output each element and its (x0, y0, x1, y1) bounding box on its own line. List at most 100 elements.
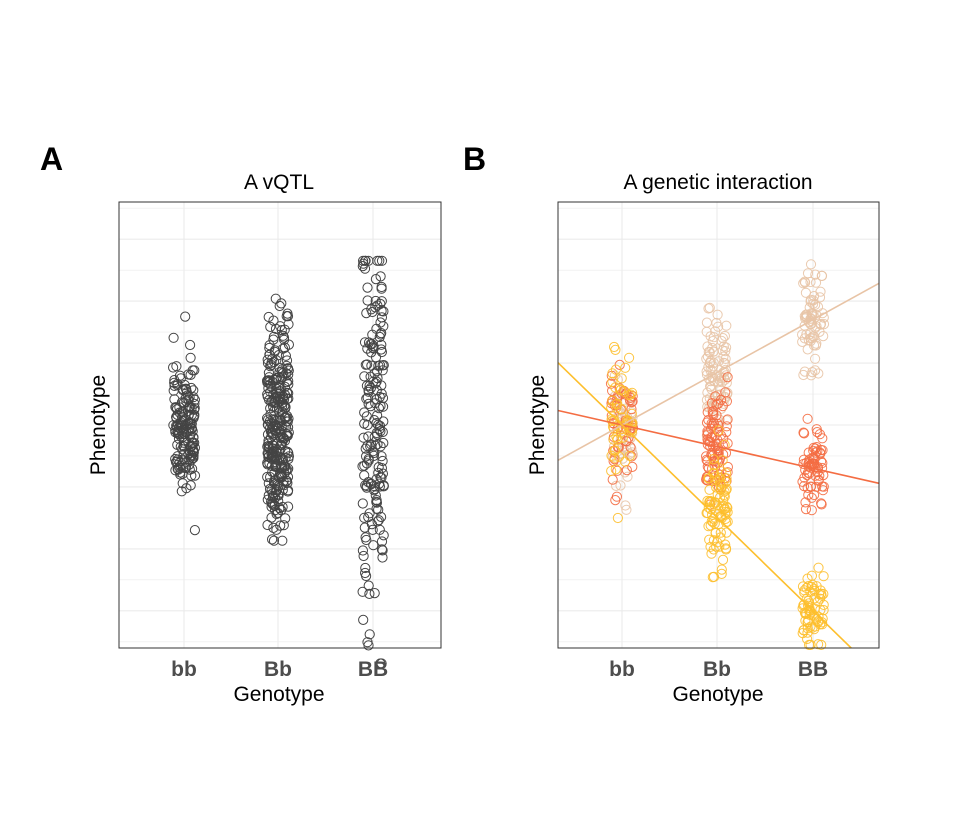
point-Bb (274, 388, 285, 399)
point-BB (357, 586, 368, 597)
point-Bb (268, 535, 280, 546)
point-BB (801, 312, 812, 323)
point-Bb (266, 447, 277, 459)
point-BB (813, 474, 824, 485)
point-Bb (715, 484, 727, 495)
point-Bb (720, 513, 731, 525)
panel-a-points (168, 255, 389, 669)
point-BB (814, 292, 826, 303)
point-Bb (267, 534, 278, 545)
point-bb (189, 525, 200, 536)
panel-a-title: A vQTL (244, 171, 314, 194)
point-bb (177, 412, 188, 423)
point-Bb (719, 366, 730, 378)
point-BB (365, 478, 376, 489)
point-BB (373, 504, 384, 515)
point-Bb (271, 373, 282, 384)
point-bb (611, 431, 622, 443)
point-bb (188, 432, 199, 443)
point-Bb (266, 496, 277, 507)
point-BB (370, 295, 381, 307)
point-bb (185, 442, 196, 453)
point-BB (361, 380, 372, 391)
point-BB (812, 446, 823, 457)
point-Bb (274, 367, 285, 378)
point-Bb (714, 541, 725, 552)
point-Bb (262, 391, 273, 402)
point-BB (803, 489, 814, 500)
trend-line-series_gold (557, 362, 852, 649)
point-Bb (721, 421, 732, 432)
point-Bb (283, 375, 294, 387)
point-BB (359, 337, 371, 348)
point-BB (377, 455, 388, 467)
point-bb (183, 418, 194, 429)
point-bb (616, 373, 627, 384)
point-BB (812, 301, 824, 312)
panel-b-tick-bb: bb (609, 658, 635, 681)
point-Bb (713, 356, 724, 367)
point-bb (168, 332, 179, 343)
point-Bb (701, 451, 712, 462)
point-bb (619, 386, 630, 397)
point-bb (168, 362, 179, 373)
point-Bb (281, 355, 293, 366)
point-BB (802, 344, 813, 355)
point-BB (362, 637, 373, 648)
point-bb (178, 384, 189, 395)
point-Bb (268, 331, 279, 342)
point-Bb (277, 407, 288, 418)
point-bb (176, 397, 187, 408)
panel-b-tick-BB: BB (798, 658, 828, 681)
point-BB (810, 365, 821, 376)
point-bb (615, 480, 626, 491)
point-bb (625, 389, 636, 400)
point-Bb (265, 321, 276, 332)
point-BB (370, 490, 381, 501)
point-BB (362, 359, 373, 370)
point-BB (811, 581, 822, 592)
point-BB (376, 388, 387, 399)
point-BB (372, 410, 383, 421)
point-Bb (703, 414, 714, 426)
point-BB (376, 544, 387, 555)
point-bb (187, 365, 198, 376)
point-Bb (283, 448, 294, 459)
point-BB (809, 624, 820, 635)
point-bb (610, 382, 621, 393)
point-bb (627, 447, 638, 458)
point-Bb (707, 517, 718, 528)
point-BB (360, 562, 371, 574)
point-bb (173, 425, 184, 436)
point-Bb (714, 492, 726, 503)
point-bb (627, 461, 638, 472)
point-bb (183, 394, 194, 405)
point-Bb (277, 454, 288, 465)
point-BB (816, 270, 828, 281)
point-BB (361, 308, 372, 319)
point-Bb (721, 527, 732, 538)
point-Bb (722, 389, 733, 400)
point-bb (620, 362, 631, 373)
point-Bb (702, 407, 713, 418)
point-BB (378, 437, 389, 449)
panel-a-tick-bb: bb (171, 658, 197, 681)
point-BB (375, 441, 386, 452)
point-Bb (283, 463, 294, 474)
point-BB (810, 447, 822, 458)
point-Bb (718, 341, 729, 352)
point-Bb (716, 564, 727, 575)
point-BB (359, 263, 371, 274)
point-bb (170, 427, 181, 438)
point-Bb (283, 319, 294, 330)
point-BB (810, 322, 821, 333)
point-Bb (264, 349, 275, 360)
point-BB (368, 450, 379, 461)
point-Bb (703, 303, 714, 314)
point-BB (798, 481, 810, 492)
point-Bb (274, 503, 285, 514)
point-bb (185, 352, 196, 363)
point-bb (620, 500, 631, 511)
point-BB (818, 599, 829, 611)
point-BB (371, 495, 382, 506)
